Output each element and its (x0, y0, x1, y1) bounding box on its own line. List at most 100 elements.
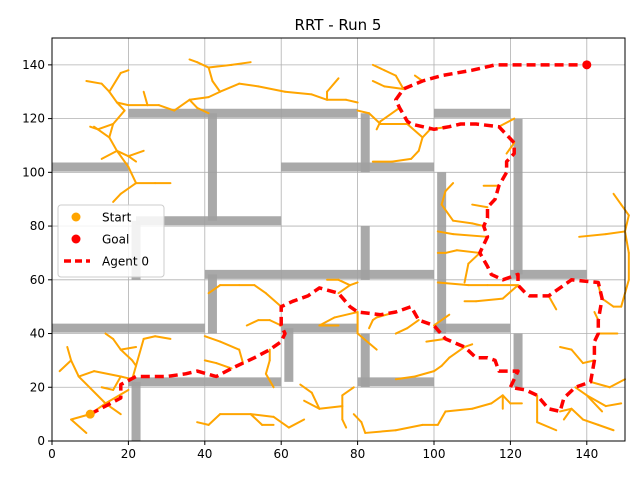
tree-edge (425, 337, 447, 343)
chart-title: RRT - Run 5 (295, 16, 382, 34)
tree-edge (119, 345, 138, 351)
tree-edge (196, 61, 210, 69)
tree-edge (559, 407, 573, 413)
agent-0-path (89, 63, 604, 416)
tree-edge (196, 421, 210, 426)
tree-edge (375, 120, 382, 131)
tree-edge (203, 359, 218, 365)
tree-edge (337, 284, 351, 295)
tree-edge (601, 297, 615, 308)
grid (51, 38, 625, 442)
tree-edge (497, 117, 516, 128)
tree-edge (467, 251, 481, 265)
tree-edge (559, 345, 573, 351)
tree-edge (188, 96, 210, 101)
plot-area-frame (51, 37, 626, 442)
tree-edge (371, 79, 386, 88)
tree-edge (417, 136, 424, 152)
tree-edge (570, 407, 584, 421)
tree-edge (624, 278, 630, 295)
tree-edge (433, 364, 443, 373)
tree-edge (188, 58, 199, 64)
tree-edge (89, 125, 99, 131)
tree-edge (249, 413, 275, 418)
tree-edge (157, 104, 176, 112)
tree-edge (318, 405, 344, 410)
tree-edge (207, 413, 222, 426)
tree-edge (421, 128, 432, 139)
legend-marker (71, 212, 81, 222)
tree-edge (66, 345, 73, 362)
y-tick-label: 140 (22, 58, 45, 72)
tree-edge (108, 136, 118, 152)
tree-edge (104, 388, 130, 405)
tree-edge (70, 418, 88, 434)
tree-edge (264, 372, 275, 389)
tree-edge (58, 359, 73, 373)
tree-edge (356, 109, 371, 115)
legend-label: Goal (102, 233, 129, 247)
tree-edge (394, 375, 416, 381)
tree-edge (452, 219, 474, 225)
tree-edge (85, 79, 103, 85)
tree-edge (410, 149, 420, 160)
tree-edge (452, 233, 489, 238)
tree-edge (379, 106, 401, 123)
tree-edge (624, 230, 630, 254)
tree-edge (119, 69, 130, 74)
tree-edge (108, 71, 122, 93)
tree-edge (337, 278, 351, 287)
tree-edge (119, 348, 134, 362)
tree-edge (436, 230, 455, 236)
tree-edge (585, 394, 607, 408)
tree-edge (268, 319, 283, 327)
tree-edge (364, 429, 397, 434)
tree-edge (70, 359, 80, 378)
tree-edge (108, 90, 118, 104)
tree-edge (284, 90, 313, 96)
tree-edge (215, 362, 233, 370)
tree-edge (253, 284, 267, 295)
legend-label: Start (102, 211, 132, 225)
tree-edge (368, 112, 382, 125)
tree-edge (352, 413, 363, 424)
y-tick-label: 80 (30, 219, 45, 233)
y-tick-label: 100 (22, 165, 45, 179)
tree-edge (444, 407, 474, 413)
tree-edge (471, 402, 493, 410)
tree-edge (333, 311, 359, 319)
x-tick-label: 20 (121, 447, 136, 461)
tree-edge (142, 335, 157, 340)
tree-edge (112, 375, 122, 391)
tree-edge (413, 370, 435, 378)
legend-marker (71, 234, 81, 244)
tree-edge (585, 394, 604, 413)
tree-edge (326, 77, 340, 93)
x-tick-label: 40 (197, 447, 212, 461)
tree-edge (310, 93, 329, 101)
tree-edge (203, 335, 222, 343)
tree-edge (119, 182, 138, 195)
tree-edge (463, 343, 474, 348)
tree-edge (127, 165, 138, 185)
tree-edge (173, 98, 191, 112)
x-tick-label: 80 (350, 447, 365, 461)
tree-edge (440, 203, 455, 222)
tree-edge (471, 222, 485, 228)
tree-edge (257, 85, 287, 93)
tree-edge (127, 149, 145, 158)
tree-edge (394, 74, 405, 91)
tree-edge (390, 157, 413, 163)
tree-edge (112, 192, 122, 203)
y-tick-label: 40 (30, 327, 45, 341)
tree-edge (211, 79, 222, 93)
tree-edge (142, 90, 149, 107)
tree-edge (501, 284, 520, 300)
tree-edge (608, 378, 626, 389)
tree-edge (620, 292, 626, 308)
tree-edge (112, 337, 122, 351)
tree-edge (93, 370, 122, 378)
tree-edge (245, 319, 260, 327)
tree-edge (108, 122, 115, 139)
